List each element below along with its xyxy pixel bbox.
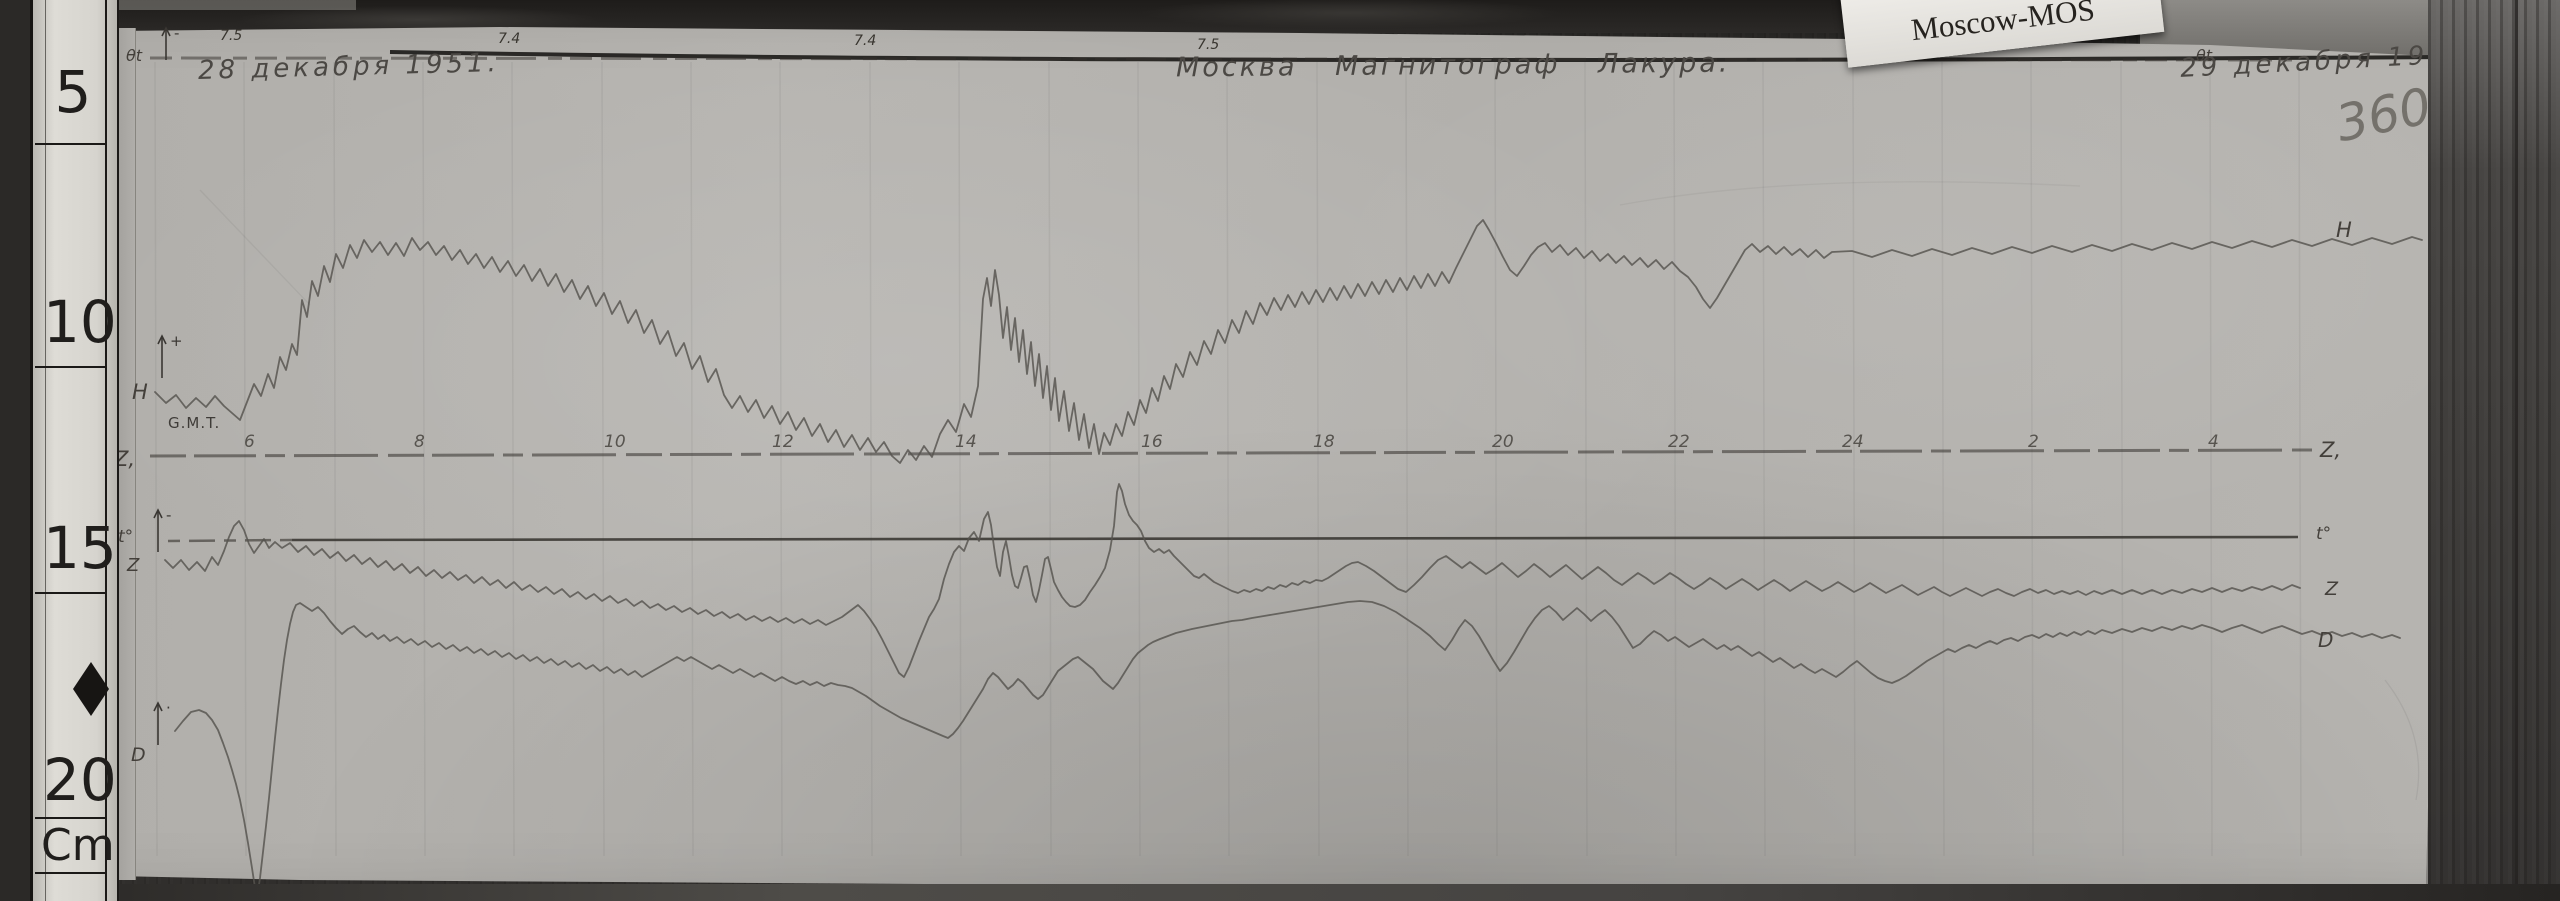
wood-top-band bbox=[36, 0, 2156, 33]
ruler-division-line bbox=[35, 366, 107, 368]
hour-gridline bbox=[1941, 61, 1945, 857]
hour-gridline bbox=[2120, 61, 2124, 857]
hour-gridline bbox=[333, 61, 337, 857]
ruler-mark-10: 10 bbox=[43, 288, 117, 356]
z-baseline-row bbox=[149, 448, 2313, 458]
top-paper-sliver bbox=[116, 0, 356, 10]
paper-scratch bbox=[2384, 679, 2420, 801]
ruler-unit-cm: Cm bbox=[41, 820, 115, 871]
hour-gridline bbox=[1316, 61, 1320, 857]
ruler-right-border-inner bbox=[105, 0, 107, 901]
trace-Z bbox=[164, 483, 2301, 678]
reference-arrow-sign: - bbox=[174, 24, 179, 42]
hour-gridline bbox=[958, 61, 962, 857]
reference-arrow-head bbox=[161, 26, 171, 37]
reference-arrow-sign: · bbox=[166, 699, 171, 717]
hour-gridline bbox=[1762, 61, 1766, 857]
ruler-mark-5: 5 bbox=[54, 58, 92, 126]
hour-gridline bbox=[1584, 61, 1588, 857]
hour-gridline bbox=[601, 61, 605, 857]
ruler-mark-20: 20 bbox=[43, 746, 117, 814]
trace-H bbox=[154, 219, 2423, 464]
hour-gridline bbox=[1405, 61, 1409, 857]
reference-arrow-sign: - bbox=[166, 506, 171, 524]
wood-right-panel bbox=[2428, 0, 2560, 901]
hour-gridline bbox=[869, 61, 873, 857]
diamond-marker bbox=[73, 662, 109, 716]
hour-gridline bbox=[243, 61, 247, 857]
t-line-head bbox=[167, 538, 293, 543]
ruler-right-border-outer bbox=[117, 0, 119, 901]
trace-D bbox=[174, 600, 2401, 899]
wood-bottom-strip bbox=[36, 884, 2560, 901]
hour-gridline bbox=[1852, 61, 1856, 857]
hour-gridline bbox=[154, 61, 158, 857]
hour-gridline bbox=[2298, 61, 2302, 857]
hour-gridline bbox=[1137, 61, 1141, 857]
ruler-division-line bbox=[35, 143, 107, 145]
hour-gridline bbox=[690, 61, 694, 857]
hour-gridline bbox=[1673, 61, 1677, 857]
reference-arrow-sign: + bbox=[170, 332, 183, 350]
reference-arrow-head bbox=[157, 334, 167, 345]
paper-scratch bbox=[1619, 181, 2081, 206]
theta-tick-row bbox=[149, 56, 2293, 62]
wood-right-grain bbox=[2428, 0, 2560, 901]
cm-ruler: 5 10 15 20 Cm bbox=[30, 0, 119, 901]
reference-arrow-head bbox=[153, 508, 163, 519]
reference-arrow-head bbox=[153, 701, 163, 712]
hour-gridline bbox=[1048, 61, 1052, 857]
ruler-division-line bbox=[35, 872, 107, 874]
ruler-division-line bbox=[35, 592, 107, 594]
ruler-division-line bbox=[35, 817, 107, 819]
hour-gridline bbox=[1494, 61, 1498, 857]
hour-gridline bbox=[2030, 61, 2034, 857]
hour-gridline bbox=[1226, 61, 1230, 857]
ruler-inner-line bbox=[45, 0, 46, 901]
hour-gridline bbox=[779, 61, 783, 857]
wood-plank-seam bbox=[2515, 0, 2518, 901]
paper-scratch bbox=[199, 189, 311, 306]
hour-gridline bbox=[2209, 61, 2213, 857]
t-line-main bbox=[291, 535, 2299, 542]
hour-gridline bbox=[511, 61, 515, 857]
ruler-mark-15: 15 bbox=[43, 514, 117, 582]
hour-gridline bbox=[422, 61, 426, 857]
